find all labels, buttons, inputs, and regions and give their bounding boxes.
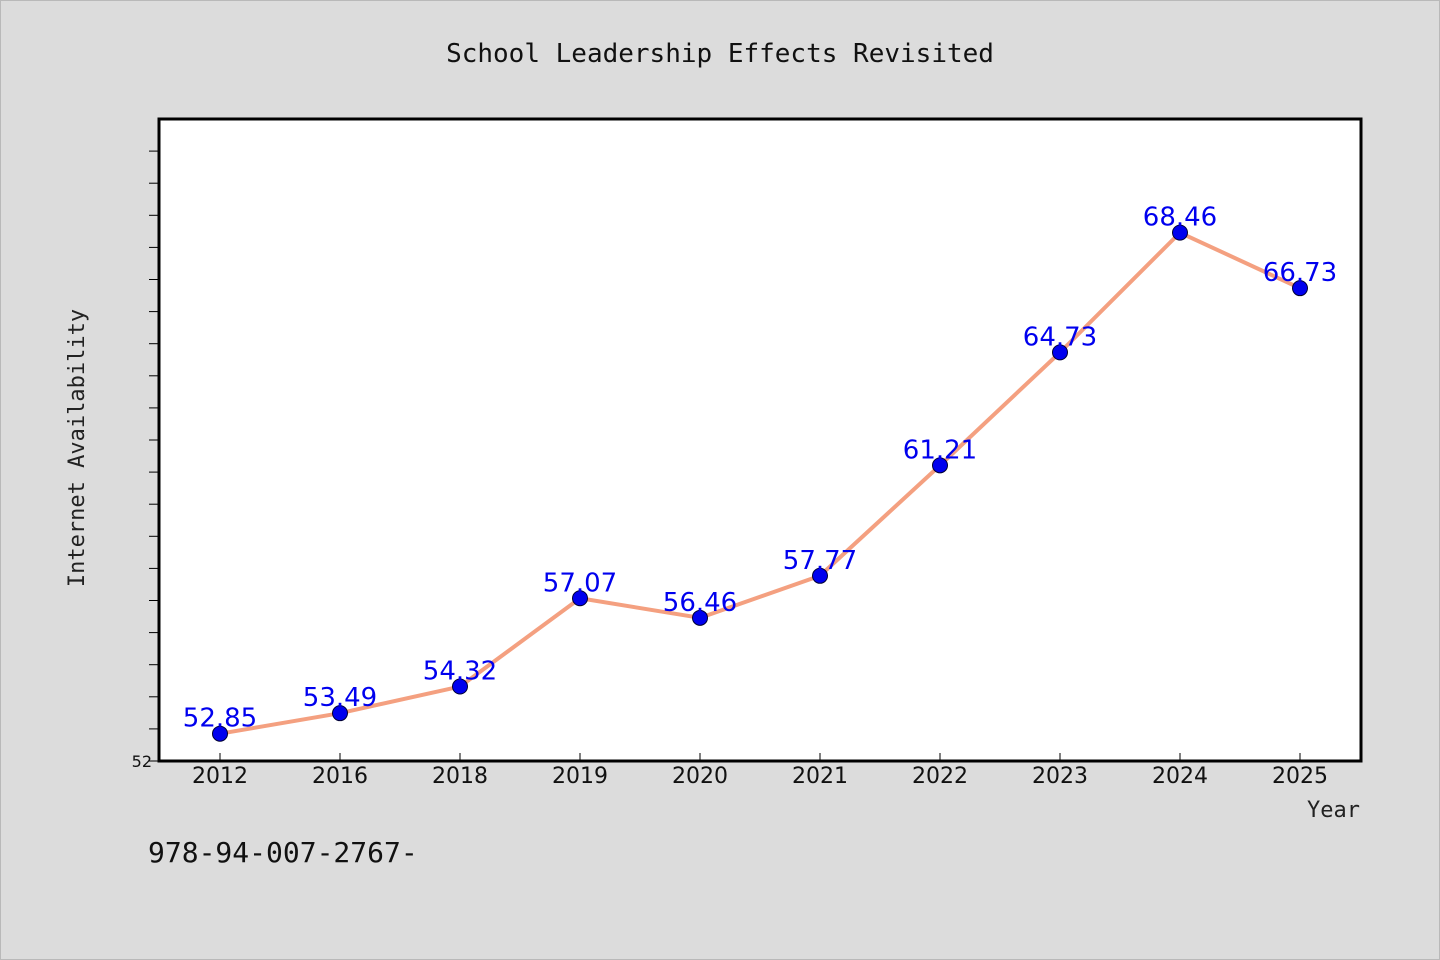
- y-tick-label: 52: [132, 752, 152, 771]
- chart-title: School Leadership Effects Revisited: [446, 39, 994, 69]
- data-label: 61.21: [903, 435, 977, 465]
- x-tick-label: 2022: [912, 764, 968, 789]
- data-point: [1052, 344, 1068, 361]
- data-point: [932, 457, 948, 474]
- data-labels: 52.85 53.49 54.32 57.07 56.46 57.77 61.21 64.73…: [183, 203, 1337, 734]
- data-label: 57.77: [783, 546, 857, 576]
- data-label: 56.46: [663, 588, 737, 618]
- data-point: [1292, 280, 1308, 297]
- data-label: 68.46: [1143, 203, 1217, 233]
- data-point: [452, 678, 468, 695]
- y-axis-ticks: [149, 150, 159, 762]
- data-label: 53.49: [303, 683, 377, 713]
- x-tick-label: 2025: [1272, 764, 1328, 789]
- data-point: [812, 567, 828, 584]
- x-axis-label: Year: [1307, 798, 1360, 823]
- x-tick-label: 2021: [792, 764, 848, 789]
- data-label: 52.85: [183, 704, 257, 734]
- plot-area: [157, 117, 1363, 763]
- data-label: 66.73: [1263, 258, 1337, 288]
- series-line: [219, 230, 1301, 736]
- data-point: [332, 705, 348, 722]
- x-tick-label: 2023: [1032, 764, 1088, 789]
- data-markers: [212, 224, 1308, 742]
- x-tick-label: 2012: [192, 764, 248, 789]
- data-point: [1172, 224, 1188, 241]
- x-tick-label: 2018: [432, 764, 488, 789]
- data-label: 64.73: [1023, 322, 1097, 352]
- x-axis-tick-labels: 2012 2016 2018 2019 2020 2021 2022 2023 2024 2025: [192, 764, 1328, 789]
- x-tick-label: 2019: [552, 764, 608, 789]
- data-point: [572, 590, 588, 607]
- x-tick-label: 2016: [312, 764, 368, 789]
- y-axis-tick-labels: 52: [132, 752, 152, 771]
- y-axis-label: Internet Availability: [65, 309, 90, 587]
- footnote: 978-94-007-2767-: [148, 836, 418, 869]
- x-axis-ticks: [219, 753, 1301, 761]
- data-label: 54.32: [423, 657, 497, 687]
- data-label: 57.07: [543, 568, 617, 598]
- x-tick-label: 2024: [1152, 764, 1208, 789]
- data-point: [692, 609, 708, 626]
- x-tick-label: 2020: [672, 764, 728, 789]
- data-point: [212, 725, 228, 742]
